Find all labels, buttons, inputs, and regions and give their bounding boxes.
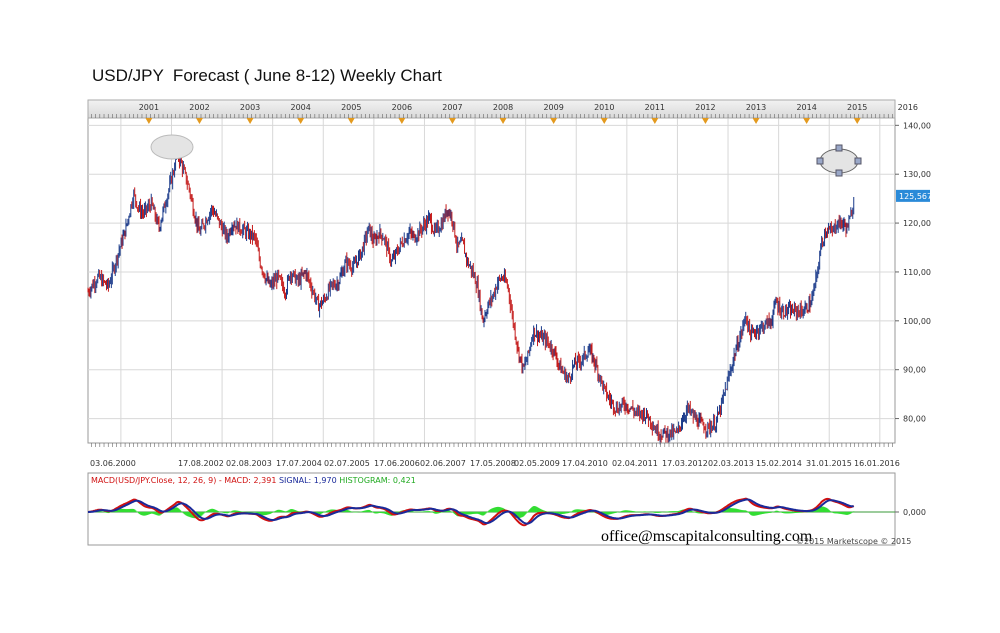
- x-tick-label: 17.07.2004: [276, 459, 322, 468]
- year-label: 2011: [645, 103, 665, 112]
- x-tick-label: 02.06.2007: [420, 459, 466, 468]
- year-label: 2005: [341, 103, 361, 112]
- year-band: 2001 2002 2003 2004 2005 2006 2007 2008 2009 2010…: [87, 99, 918, 124]
- year-label: 2009: [543, 103, 563, 112]
- x-tick-label: 02.07.2005: [324, 459, 370, 468]
- price-y-axis: 125,567 140,00 130,00 120,00 110,00 100,00 90,…: [895, 121, 932, 424]
- selection-handle: [835, 144, 843, 152]
- y-tick-label: 120,00: [903, 219, 931, 228]
- x-tick-label: 17.04.2010: [562, 459, 608, 468]
- highlight-ellipse-2015: [819, 148, 859, 174]
- year-label: 2016: [898, 103, 918, 112]
- year-label: 2002: [189, 103, 209, 112]
- year-label: 2001: [139, 103, 159, 112]
- marker-triangle: [297, 118, 305, 124]
- macd-label-main: MACD(USD/JPY.Close, 12, 26, 9) - MACD: 2…: [91, 476, 279, 485]
- year-band-bg: [87, 99, 896, 119]
- marker-triangle: [145, 118, 153, 124]
- macd-label-histogram: HISTOGRAM: 0,421: [339, 476, 416, 485]
- macd-panel: 0,000 MACD(USD/JPY.Close, 12, 26, 9) - MA…: [87, 472, 926, 546]
- macd-label: MACD(USD/JPY.Close, 12, 26, 9) - MACD: 2…: [91, 476, 416, 485]
- selection-handle: [835, 169, 843, 177]
- x-tick-label: 17.08.2002: [178, 459, 224, 468]
- x-tick-label: 02.08.2003: [226, 459, 272, 468]
- macd-label-signal: SIGNAL: 1,970: [279, 476, 339, 485]
- selection-handle: [854, 157, 862, 165]
- marker-triangle: [701, 118, 709, 124]
- x-tick-label: 17.05.2008: [470, 459, 516, 468]
- marker-triangle: [499, 118, 507, 124]
- x-tick-label: 02.04.2011: [612, 459, 658, 468]
- price-candles: [87, 144, 855, 445]
- last-price-box: [896, 189, 930, 202]
- marker-triangle: [398, 118, 406, 124]
- x-tick-label: 17.03.2012: [662, 459, 708, 468]
- x-tick-label: 31.01.2015: [806, 459, 852, 468]
- x-tick-label: 17.06.2006: [374, 459, 420, 468]
- year-label: 2015: [847, 103, 867, 112]
- year-label: 2010: [594, 103, 614, 112]
- marker-triangle: [347, 118, 355, 124]
- date-x-axis: 03.06.2000 17.08.2002 02.08.2003 17.07.2004…: [88, 442, 900, 468]
- x-tick-label: 02.05.2009: [514, 459, 560, 468]
- marker-triangle: [853, 118, 861, 124]
- x-tick-label: 03.06.2000: [90, 459, 136, 468]
- highlight-ellipse-2002: [150, 134, 194, 160]
- price-panel-border: [87, 117, 896, 444]
- marker-triangle: [600, 118, 608, 124]
- marker-triangle: [195, 118, 203, 124]
- marker-triangle: [448, 118, 456, 124]
- marker-triangle: [752, 118, 760, 124]
- copyright-text: ©2015 Marketscope © 2015: [796, 537, 912, 546]
- year-label: 2014: [796, 103, 816, 112]
- x-tick-label: 16.01.2016: [854, 459, 900, 468]
- year-label: 2006: [392, 103, 412, 112]
- year-label: 2007: [442, 103, 462, 112]
- marker-triangle: [246, 118, 254, 124]
- macd-y-tick-label: 0,000: [903, 508, 926, 517]
- marker-triangle: [803, 118, 811, 124]
- x-tick-label: 15.02.2014: [756, 459, 802, 468]
- year-label: 2013: [746, 103, 766, 112]
- y-tick-label: 140,00: [903, 121, 931, 130]
- price-grid: [88, 118, 895, 443]
- macd-line: [87, 497, 855, 527]
- year-label: 2004: [290, 103, 310, 112]
- last-price-label: 125,567: [899, 192, 932, 201]
- year-label: 2008: [493, 103, 513, 112]
- chart-annotations: [150, 134, 862, 177]
- y-tick-label: 130,00: [903, 170, 931, 179]
- y-tick-label: 90,00: [903, 366, 926, 375]
- selection-handle: [816, 157, 824, 165]
- year-label: 2012: [695, 103, 715, 112]
- watermark-email: office@mscapitalconsulting.com: [601, 528, 813, 545]
- y-tick-label: 80,00: [903, 415, 926, 424]
- x-tick-label: 02.03.2013: [708, 459, 754, 468]
- marker-triangle: [550, 118, 558, 124]
- price-panel-frame: [87, 117, 896, 444]
- y-tick-label: 100,00: [903, 317, 931, 326]
- chart-title: USD/JPY Forecast ( June 8-12) Weekly Cha…: [92, 66, 442, 85]
- y-tick-label: 110,00: [903, 268, 931, 277]
- marker-triangle: [651, 118, 659, 124]
- year-label: 2003: [240, 103, 260, 112]
- signal-line: [88, 498, 854, 525]
